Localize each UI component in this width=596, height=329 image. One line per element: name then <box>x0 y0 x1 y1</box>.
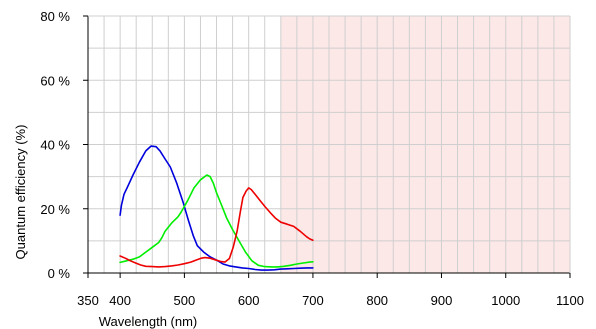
y-tick-label: 80 % <box>40 9 70 24</box>
x-tick-label: 700 <box>302 293 324 308</box>
y-tick-label: 60 % <box>40 73 70 88</box>
x-tick-label: 600 <box>238 293 260 308</box>
x-tick-label: 900 <box>431 293 453 308</box>
x-tick-label: 800 <box>366 293 388 308</box>
y-tick-label: 20 % <box>40 202 70 217</box>
series-line-3 <box>119 187 314 268</box>
x-tick-label: 350 <box>77 293 99 308</box>
x-tick-label: 1100 <box>556 293 584 308</box>
x-tick-label: 500 <box>174 293 196 308</box>
x-axis-label: Wavelength (nm) <box>99 314 198 329</box>
series-line-2 <box>119 174 314 268</box>
x-tick-label: 1000 <box>491 293 520 308</box>
y-tick-label: 40 % <box>40 138 70 153</box>
y-tick-label: 0 % <box>48 266 71 281</box>
y-axis-label: Quantum efficiency (%) <box>13 125 28 260</box>
series-line-1 <box>119 145 314 271</box>
x-tick-label: 400 <box>109 293 131 308</box>
